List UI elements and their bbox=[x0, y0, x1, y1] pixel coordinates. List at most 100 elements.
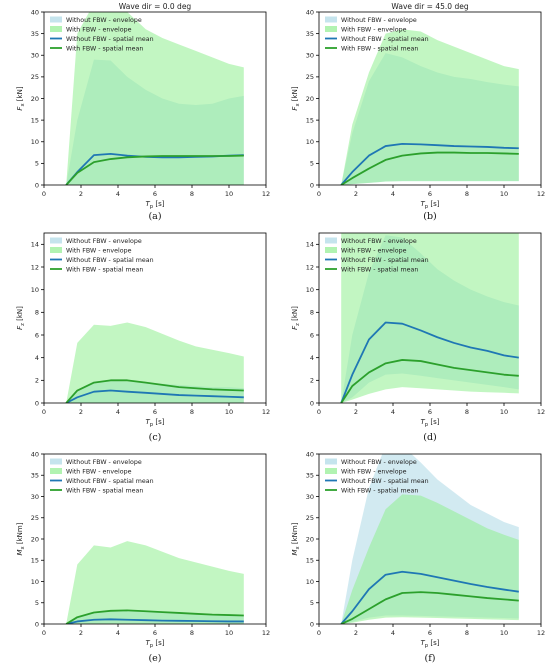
y-axis-label: Fx [kN] bbox=[16, 86, 26, 110]
y-tick-label: 6 bbox=[35, 331, 39, 339]
x-tick-label: 12 bbox=[537, 190, 545, 198]
legend-label: Without FBW - spatial mean bbox=[66, 478, 154, 485]
y-tick-label: 30 bbox=[306, 493, 314, 501]
chart-panel: 0 2 4 6 8 10 12 0 2 4 6 8 10 12 14 Tp [s] Fz [kN] Without… bbox=[291, 232, 545, 443]
chart-panel: 0 2 4 6 8 10 12 0 5 10 15 20 25 30 35 40 Tp [s] Fx [kN] Wa… bbox=[291, 2, 545, 222]
y-tick-label: 15 bbox=[31, 557, 39, 565]
x-tick-label: 6 bbox=[153, 408, 157, 416]
y-tick-label: 35 bbox=[306, 472, 314, 480]
legend-swatch bbox=[325, 458, 337, 465]
y-tick-label: 14 bbox=[31, 241, 39, 249]
x-axis-label: Tp [s] bbox=[421, 418, 440, 428]
plot-area bbox=[340, 454, 519, 624]
y-tick-label: 35 bbox=[31, 30, 39, 38]
with-fbw-mean-line bbox=[65, 379, 244, 403]
y-tick-label: 40 bbox=[31, 8, 39, 16]
y-tick-label: 0 bbox=[35, 181, 39, 189]
y-tick-label: 5 bbox=[35, 160, 39, 168]
legend-swatch bbox=[325, 468, 337, 474]
x-tick-label: 6 bbox=[428, 190, 432, 198]
with-fbw-mean-line bbox=[65, 609, 244, 624]
x-tick-label: 10 bbox=[500, 190, 508, 198]
plot-area bbox=[65, 541, 244, 624]
x-tick-label: 2 bbox=[79, 408, 83, 416]
chart-panel: 0 2 4 6 8 10 12 0 5 10 15 20 25 30 35 40 Tp [s] Mx [kNm] W… bbox=[16, 450, 270, 664]
y-tick-label: 5 bbox=[35, 599, 39, 607]
legend-label: With FBW - spatial mean bbox=[341, 488, 418, 495]
x-axis-label: Tp [s] bbox=[421, 639, 440, 649]
with-fbw-envelope bbox=[66, 12, 244, 185]
with-fbw-mean-line bbox=[340, 359, 519, 403]
with-fbw-mean-line bbox=[340, 591, 519, 624]
x-tick-label: 10 bbox=[500, 408, 508, 416]
with-fbw-envelope bbox=[341, 29, 519, 185]
legend-label: With FBW - spatial mean bbox=[341, 46, 418, 53]
y-tick-label: 15 bbox=[306, 557, 314, 565]
y-tick-label: 25 bbox=[306, 514, 314, 522]
plot-area bbox=[65, 12, 244, 185]
legend-swatch bbox=[50, 26, 62, 32]
panel-caption: (e) bbox=[148, 653, 161, 664]
x-tick-label: 12 bbox=[262, 190, 270, 198]
panel-caption: (f) bbox=[425, 653, 436, 664]
y-tick-label: 14 bbox=[306, 241, 314, 249]
panel-caption: (d) bbox=[423, 432, 437, 443]
legend-label: With FBW - spatial mean bbox=[66, 488, 143, 495]
y-tick-label: 4 bbox=[310, 354, 314, 362]
without-fbw-mean-line bbox=[340, 321, 519, 403]
chart-title: Wave dir = 45.0 deg bbox=[391, 2, 468, 11]
y-tick-label: 0 bbox=[35, 399, 39, 407]
y-tick-label: 0 bbox=[310, 399, 314, 407]
legend-swatch bbox=[50, 237, 62, 244]
x-tick-label: 4 bbox=[116, 190, 120, 198]
legend-label: Without FBW - spatial mean bbox=[341, 478, 429, 485]
legend-label: Without FBW - envelope bbox=[66, 17, 142, 24]
legend-label: With FBW - envelope bbox=[66, 248, 132, 255]
legend-swatch bbox=[325, 16, 337, 23]
y-tick-label: 15 bbox=[31, 116, 39, 124]
panel-caption: (c) bbox=[149, 432, 162, 443]
y-axis-label: Fx [kN] bbox=[291, 86, 301, 110]
x-tick-label: 4 bbox=[391, 408, 395, 416]
x-tick-label: 12 bbox=[262, 629, 270, 637]
x-tick-label: 4 bbox=[116, 629, 120, 637]
y-tick-label: 20 bbox=[31, 535, 39, 543]
x-tick-label: 12 bbox=[262, 408, 270, 416]
legend-swatch bbox=[325, 26, 337, 32]
x-axis-label: Tp [s] bbox=[146, 200, 165, 210]
y-tick-label: 25 bbox=[31, 514, 39, 522]
y-tick-label: 2 bbox=[310, 377, 314, 385]
y-tick-label: 0 bbox=[310, 620, 314, 628]
y-tick-label: 5 bbox=[310, 599, 314, 607]
panel-caption: (a) bbox=[148, 211, 161, 222]
chart-panel: 0 2 4 6 8 10 12 0 5 10 15 20 25 30 35 40 Tp [s] Mx [kNm] W… bbox=[291, 450, 545, 664]
y-axis-label: Mx [kNm] bbox=[16, 522, 26, 555]
x-tick-label: 8 bbox=[465, 190, 469, 198]
x-tick-label: 8 bbox=[465, 408, 469, 416]
with-fbw-envelope bbox=[341, 494, 519, 624]
x-tick-label: 4 bbox=[391, 629, 395, 637]
y-tick-label: 15 bbox=[306, 116, 314, 124]
x-tick-label: 8 bbox=[465, 629, 469, 637]
legend-label: Without FBW - spatial mean bbox=[66, 257, 154, 264]
legend-label: Without FBW - envelope bbox=[341, 238, 417, 245]
x-tick-label: 2 bbox=[79, 629, 83, 637]
y-tick-label: 10 bbox=[306, 138, 314, 146]
legend-label: Without FBW - envelope bbox=[341, 459, 417, 466]
y-axis-label: Mx [kNm] bbox=[291, 522, 301, 555]
y-tick-label: 40 bbox=[306, 8, 314, 16]
x-tick-label: 4 bbox=[391, 190, 395, 198]
y-tick-label: 0 bbox=[35, 620, 39, 628]
plot-area bbox=[340, 233, 519, 403]
x-tick-label: 2 bbox=[354, 408, 358, 416]
chart-title: Wave dir = 0.0 deg bbox=[119, 2, 192, 11]
plot-area bbox=[65, 322, 244, 403]
legend-label: With FBW - spatial mean bbox=[66, 267, 143, 274]
panel-caption: (b) bbox=[423, 211, 437, 222]
y-tick-label: 20 bbox=[306, 95, 314, 103]
legend-swatch bbox=[50, 468, 62, 474]
chart-panel: 0 2 4 6 8 10 12 0 2 4 6 8 10 12 14 Tp [s] Fz [kN] Without… bbox=[16, 232, 270, 443]
y-tick-label: 30 bbox=[31, 493, 39, 501]
x-tick-label: 6 bbox=[153, 629, 157, 637]
